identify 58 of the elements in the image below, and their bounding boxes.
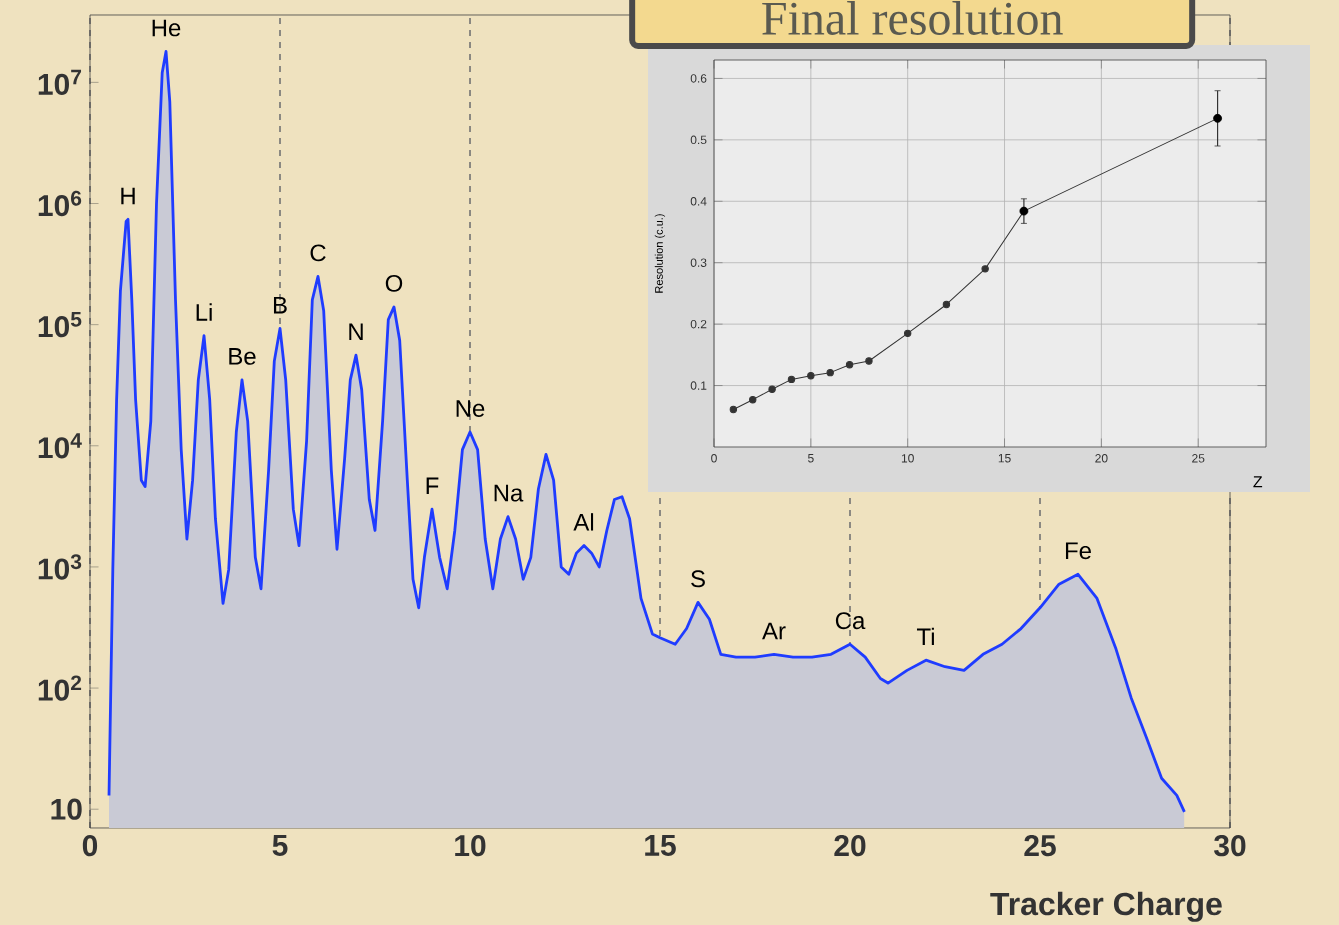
annotation: Ca xyxy=(835,612,866,630)
point xyxy=(903,329,912,338)
annotation: Ne xyxy=(456,400,485,417)
annotation: H xyxy=(121,187,135,205)
point xyxy=(981,265,989,273)
chart-title: Final resolution xyxy=(762,1,1063,35)
y-tick-label: 10$^{4}$ xyxy=(38,433,82,459)
annotation: Ti xyxy=(916,627,934,646)
x-tick-label: 0 xyxy=(82,835,98,857)
x-tick-label: 15 xyxy=(998,454,1011,463)
y-tick-label: 0.6 xyxy=(690,74,707,83)
y-tick-label: 10$^{5}$ xyxy=(38,312,82,338)
x-tick-label: 5 xyxy=(807,454,814,463)
x-axis-title: Z xyxy=(1253,476,1263,488)
x-tick-label: 25 xyxy=(1024,835,1056,857)
y-tick-label: 0.3 xyxy=(690,258,707,267)
annotation: B xyxy=(273,296,287,314)
y-tick-label: 0.2 xyxy=(690,319,707,329)
y-tick-label: 10$^{2}$ xyxy=(38,675,82,701)
x-tick-label: 20 xyxy=(834,835,866,857)
x-tick-label: 10 xyxy=(455,835,486,857)
y-tick-label: 0.5 xyxy=(690,135,707,145)
point xyxy=(729,405,738,414)
y-tick-label: 10$^{3}$ xyxy=(38,554,82,580)
annotation: N xyxy=(349,323,363,341)
point xyxy=(826,368,834,377)
y-axis-title: Resolution (c.u.) xyxy=(654,214,666,293)
point xyxy=(865,357,873,365)
point xyxy=(845,360,854,369)
annotation: S xyxy=(691,570,705,588)
x-tick-label: 5 xyxy=(272,835,288,856)
y-tick-label: 0.1 xyxy=(690,381,707,390)
annotation: Li xyxy=(196,303,212,321)
x-tick-label: 10 xyxy=(901,454,914,463)
y-tick-label: 10$^{7}$ xyxy=(38,69,82,95)
point xyxy=(768,385,776,393)
annotation: F xyxy=(426,477,439,495)
annotation: C xyxy=(310,244,326,262)
y-tick-label: 10 xyxy=(51,798,82,820)
point xyxy=(749,395,757,404)
y-tick-label: 10$^{6}$ xyxy=(38,190,82,217)
y-tick-label: 0.4 xyxy=(690,197,707,206)
annotation: He xyxy=(152,19,181,37)
point xyxy=(807,372,815,380)
x-tick-label: 0 xyxy=(711,454,717,463)
x-axis-title: Tracker Charge xyxy=(990,891,1222,922)
annotation: Ar xyxy=(762,622,786,640)
x-tick-label: 15 xyxy=(645,835,676,856)
x-tick-label: 20 xyxy=(1095,454,1108,463)
annotation: Be xyxy=(229,348,256,365)
annotation: O xyxy=(385,274,403,292)
annotation: Fe xyxy=(1065,542,1091,560)
point xyxy=(942,300,951,309)
annotation: Al xyxy=(573,513,594,531)
point xyxy=(787,375,796,384)
x-tick-label: 25 xyxy=(1192,454,1205,463)
annotation: Na xyxy=(494,484,524,502)
x-tick-label: 30 xyxy=(1214,835,1246,857)
